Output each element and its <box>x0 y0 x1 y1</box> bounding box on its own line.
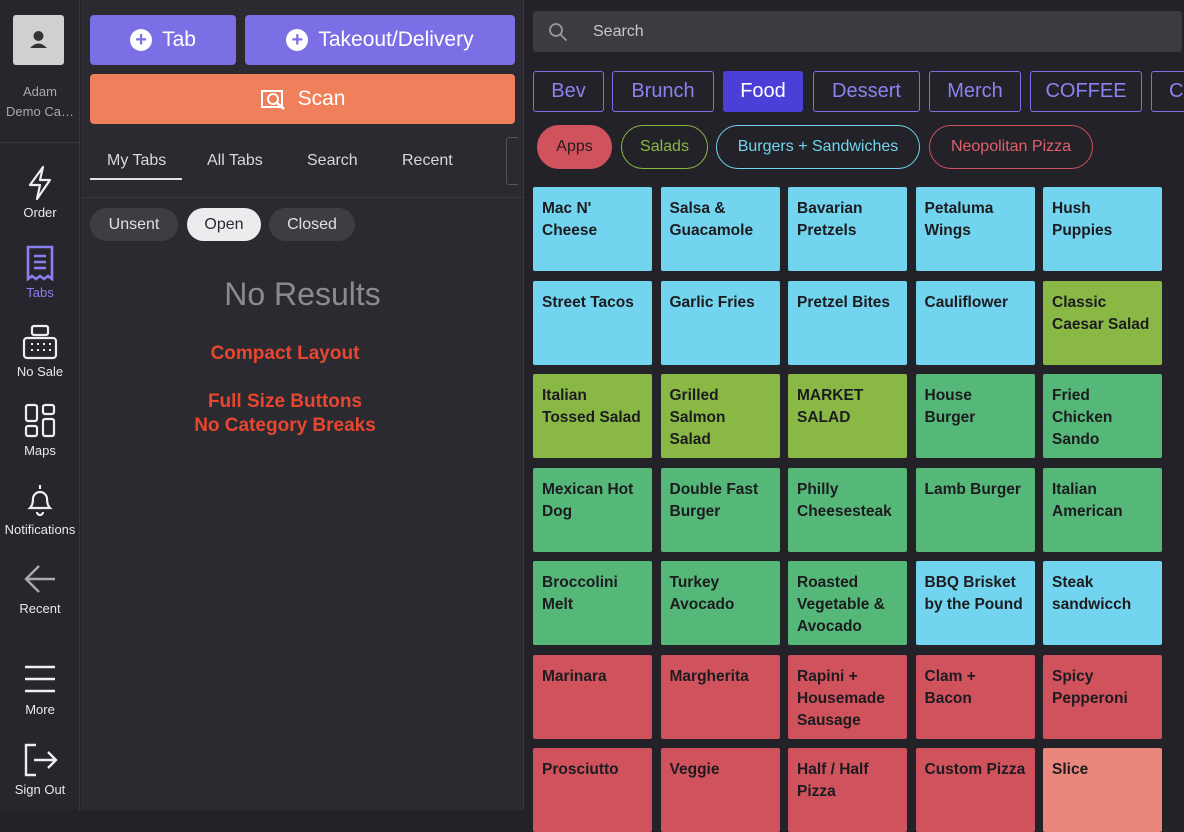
nav-label: Tabs <box>26 285 54 300</box>
category-pill[interactable]: Apps <box>537 125 612 169</box>
scan-button[interactable]: Scan <box>90 74 515 124</box>
search-icon <box>549 23 568 42</box>
nav-label: Recent <box>19 601 61 616</box>
nav-item[interactable]: No Sale <box>0 324 80 379</box>
tab-filter[interactable]: Recent <box>402 152 453 169</box>
nav-item[interactable]: Sign Out <box>0 742 80 797</box>
menu-item[interactable]: Street Tacos <box>533 280 652 365</box>
nav-label: Notifications <box>4 522 76 537</box>
sidebar: Adam Demo Ca… Order Tabs No Sale Maps No… <box>0 0 80 810</box>
menu-item[interactable]: Clam + Bacon <box>915 654 1035 739</box>
menu-item[interactable]: Fried Chicken Sando <box>1043 374 1162 458</box>
avatar-icon <box>30 31 47 48</box>
tab-filter[interactable]: All Tabs <box>207 152 263 169</box>
avatar[interactable] <box>13 15 64 65</box>
empty-state: No Results <box>224 276 381 312</box>
nav-label: No Sale <box>16 364 64 379</box>
tab-filter[interactable]: Search <box>307 152 358 169</box>
menu-item[interactable]: Salsa & Guacamole <box>660 187 780 271</box>
menu-item[interactable]: Mac N' Cheese <box>533 187 652 271</box>
menu-item[interactable]: Veggie <box>660 748 780 832</box>
nav-label: Maps <box>24 443 56 458</box>
menu-tab[interactable]: Bev <box>533 71 604 112</box>
menu-item[interactable]: Italian American <box>1043 467 1162 552</box>
nav-item[interactable]: Tabs <box>0 245 80 300</box>
menu-item[interactable]: Italian Tossed Salad <box>533 374 652 458</box>
menu-item[interactable]: Prosciutto <box>533 748 652 832</box>
menu-item[interactable]: Lamb Burger <box>915 467 1035 552</box>
nav-item[interactable]: Maps <box>0 403 80 458</box>
menu-item[interactable]: Garlic Fries <box>660 280 780 365</box>
note: Compact Layout <box>210 343 360 364</box>
menu-item[interactable]: Slice <box>1043 748 1162 832</box>
nav-item[interactable]: Order <box>0 165 80 220</box>
menu-tab[interactable]: COFFEE <box>1030 71 1142 112</box>
status-filter[interactable]: Unsent <box>90 208 178 241</box>
new-tab-button[interactable]: + Tab <box>90 15 236 65</box>
menu-tab[interactable]: Merch <box>929 71 1021 112</box>
status-filter[interactable]: Open <box>187 208 261 241</box>
takeout-button[interactable]: + Takeout/Delivery <box>245 15 515 65</box>
menu-item[interactable]: Margherita <box>660 654 780 739</box>
divider <box>0 142 80 143</box>
menu-item[interactable]: Philly Cheesesteak <box>788 467 907 552</box>
menu-item[interactable]: House Burger <box>915 374 1035 458</box>
search-placeholder: Search <box>593 23 644 40</box>
menu-item[interactable]: Mexican Hot Dog <box>533 467 652 552</box>
scroll-button[interactable] <box>506 137 518 185</box>
button-label: Takeout/Delivery <box>318 28 474 51</box>
category-pill[interactable]: Salads <box>621 125 708 169</box>
menu-item[interactable]: Cauliflower <box>915 280 1035 365</box>
menu-item[interactable]: Turkey Avocado <box>660 561 780 645</box>
active-underline <box>90 178 182 180</box>
nav-label: Sign Out <box>14 782 66 797</box>
nav-item[interactable]: More <box>0 662 80 717</box>
scan-icon <box>260 90 285 110</box>
menu-item[interactable]: Rapini + Housemade Sausage <box>788 654 907 739</box>
divider <box>81 197 524 198</box>
menu-tab[interactable]: Dessert <box>813 71 920 112</box>
menu-item[interactable]: MARKET SALAD <box>788 374 907 458</box>
note: Full Size Buttons <box>207 391 363 412</box>
status-filter[interactable]: Closed <box>269 208 355 241</box>
search-bar[interactable]: Search <box>533 11 1182 52</box>
menu-tab[interactable]: Food <box>723 71 803 112</box>
user-name: Adam <box>23 84 57 99</box>
category-pill[interactable]: Burgers + Sandwiches <box>716 125 920 169</box>
nav-item[interactable]: Recent <box>0 561 80 616</box>
menu-item[interactable]: Grilled Salmon Salad <box>660 374 780 458</box>
menu-item[interactable]: Marinara <box>533 654 652 739</box>
menu-item[interactable]: Hush Puppies <box>1043 187 1162 271</box>
menu-item[interactable]: Half / Half Pizza <box>788 748 907 832</box>
menu-item[interactable]: Roasted Vegetable & Avocado <box>788 561 907 645</box>
nav-item[interactable]: Notifications <box>0 482 80 537</box>
user-location: Demo Ca… <box>6 104 74 119</box>
menu-tab[interactable]: Brunch <box>612 71 714 112</box>
menu-tab[interactable]: C <box>1151 71 1184 112</box>
tab-filter[interactable]: My Tabs <box>107 152 167 169</box>
menu-item[interactable]: Petaluma Wings <box>915 187 1035 271</box>
button-label: Tab <box>162 28 196 51</box>
menu-item[interactable]: Double Fast Burger <box>660 467 780 552</box>
menu-item[interactable]: Custom Pizza <box>915 748 1035 832</box>
category-pill[interactable]: Neopolitan Pizza <box>929 125 1093 169</box>
menu-item[interactable]: Broccolini Melt <box>533 561 652 645</box>
tabs-panel <box>81 0 524 810</box>
menu-item[interactable]: Classic Caesar Salad <box>1043 280 1162 365</box>
menu-item[interactable]: Spicy Pepperoni <box>1043 654 1162 739</box>
nav-label: Order <box>23 205 57 220</box>
nav-label: More <box>25 702 55 717</box>
button-label: Scan <box>297 87 346 110</box>
note: No Category Breaks <box>194 415 376 436</box>
menu-item[interactable]: BBQ Brisket by the Pound <box>915 561 1035 645</box>
menu-item[interactable]: Steak sandwicch <box>1043 561 1162 645</box>
menu-item[interactable]: Pretzel Bites <box>788 280 907 365</box>
menu-item[interactable]: Bavarian Pretzels <box>788 187 907 271</box>
